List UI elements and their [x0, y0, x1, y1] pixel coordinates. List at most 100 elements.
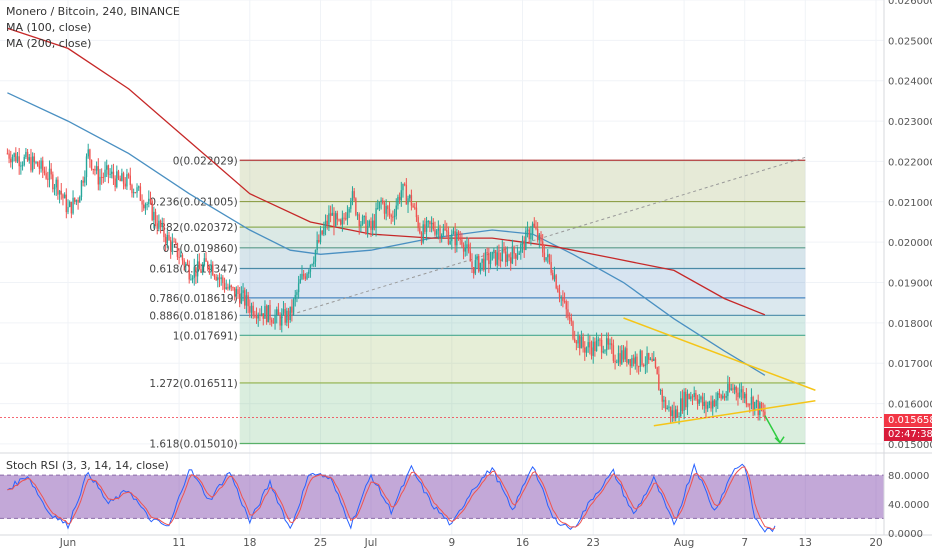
- stoch-rsi-pane: [0, 452, 932, 533]
- candle-body: [122, 173, 125, 184]
- fib-zone: [239, 268, 806, 298]
- candle-body: [728, 383, 731, 390]
- candle-body: [314, 250, 317, 262]
- candle-body: [494, 250, 497, 265]
- candle-body: [478, 255, 480, 272]
- candle-body: [161, 222, 163, 228]
- candle-body: [607, 338, 610, 345]
- candle-body: [60, 190, 62, 195]
- candle-body: [671, 410, 674, 416]
- candle-body: [696, 399, 699, 404]
- time-tick-label: 9: [448, 537, 455, 549]
- candle-body: [72, 197, 74, 214]
- candle-body: [429, 221, 431, 225]
- candle-body: [674, 409, 677, 419]
- candle-body: [558, 292, 561, 298]
- ma100-legend[interactable]: MA (100, close): [6, 21, 92, 34]
- candle-body: [695, 392, 697, 400]
- candle-body: [143, 204, 145, 209]
- rsi-tick-label: 80.0000: [888, 471, 929, 482]
- candle-body: [518, 252, 520, 255]
- candle-body: [154, 211, 157, 224]
- candle-body: [279, 315, 281, 326]
- candle-body: [388, 209, 391, 216]
- candle-body: [513, 246, 515, 254]
- candle-body: [356, 214, 359, 216]
- candle-body: [599, 339, 601, 341]
- fibonacci-retracement[interactable]: 0(0.022029) 0.236(0.021005) 0.382(0.020372…: [149, 155, 806, 451]
- fib-level-label: 0.382(0.020372): [149, 222, 237, 234]
- candle-body: [139, 186, 142, 201]
- candle-body: [334, 213, 337, 227]
- candle-body: [114, 178, 116, 188]
- fib-zone: [239, 201, 806, 228]
- symbol-title: Monero / Bitcoin, 240, BINANCE: [6, 5, 180, 18]
- candle-body: [430, 222, 433, 225]
- candle-body: [567, 309, 569, 318]
- candle-body: [255, 316, 258, 319]
- candle-body: [634, 356, 636, 364]
- candle-body: [744, 393, 746, 399]
- ma200-legend[interactable]: MA (200, close): [6, 37, 92, 50]
- stoch-rsi-legend[interactable]: Stoch RSI (3, 3, 14, 14, close): [6, 459, 169, 472]
- candle-body: [85, 156, 88, 178]
- candle-body: [392, 216, 394, 218]
- candle-body: [686, 394, 689, 408]
- candle-body: [733, 386, 736, 390]
- rsi-tick-label: 0.0000: [888, 529, 923, 540]
- candle-body: [299, 279, 301, 284]
- candle-body: [648, 353, 650, 360]
- candle-body: [718, 393, 721, 395]
- candle-body: [545, 257, 547, 261]
- candle-body: [592, 341, 594, 356]
- time-tick-label: Jul: [364, 537, 378, 549]
- candle-body: [338, 219, 340, 221]
- candle-body: [535, 227, 537, 230]
- candle-body: [269, 305, 271, 320]
- candle-body: [503, 248, 505, 252]
- trend-drawings[interactable]: [0, 317, 884, 444]
- candle-body: [294, 294, 296, 300]
- candle-body: [629, 359, 631, 367]
- candle-body: [540, 234, 542, 242]
- candle-body: [568, 317, 571, 319]
- candle-body: [747, 404, 749, 406]
- candle-body: [417, 217, 419, 229]
- candle-body: [641, 350, 643, 365]
- candle-body: [313, 261, 315, 265]
- candle-body: [681, 398, 684, 411]
- candle-body: [637, 366, 640, 368]
- candle-body: [102, 176, 105, 178]
- candle-body: [451, 233, 453, 242]
- candle-body: [213, 275, 216, 277]
- candle-body: [441, 234, 443, 239]
- candle-body: [55, 179, 57, 188]
- candle-body: [467, 244, 470, 252]
- candle-body: [720, 394, 722, 399]
- candle-body: [333, 212, 335, 227]
- candle-body: [491, 251, 493, 261]
- fib-level-label: 1.272(0.016511): [149, 378, 237, 390]
- candle-body: [600, 339, 603, 353]
- candle-body: [508, 254, 510, 258]
- candle-body: [67, 206, 69, 213]
- candle-body: [346, 212, 349, 220]
- candle-body: [705, 401, 707, 409]
- candle-body: [153, 211, 155, 221]
- candle-body: [25, 151, 27, 157]
- candle-body: [171, 241, 174, 251]
- candle-body: [311, 264, 313, 266]
- candle-body: [82, 180, 84, 183]
- candle-body: [363, 216, 365, 218]
- candle-body: [138, 186, 140, 188]
- candle-body: [23, 156, 25, 166]
- candle-body: [489, 260, 492, 265]
- candle-body: [21, 165, 24, 167]
- candle-body: [107, 165, 110, 175]
- candle-body: [104, 169, 106, 178]
- candle-body: [713, 400, 716, 407]
- candle-body: [126, 174, 128, 187]
- candle-body: [175, 241, 177, 244]
